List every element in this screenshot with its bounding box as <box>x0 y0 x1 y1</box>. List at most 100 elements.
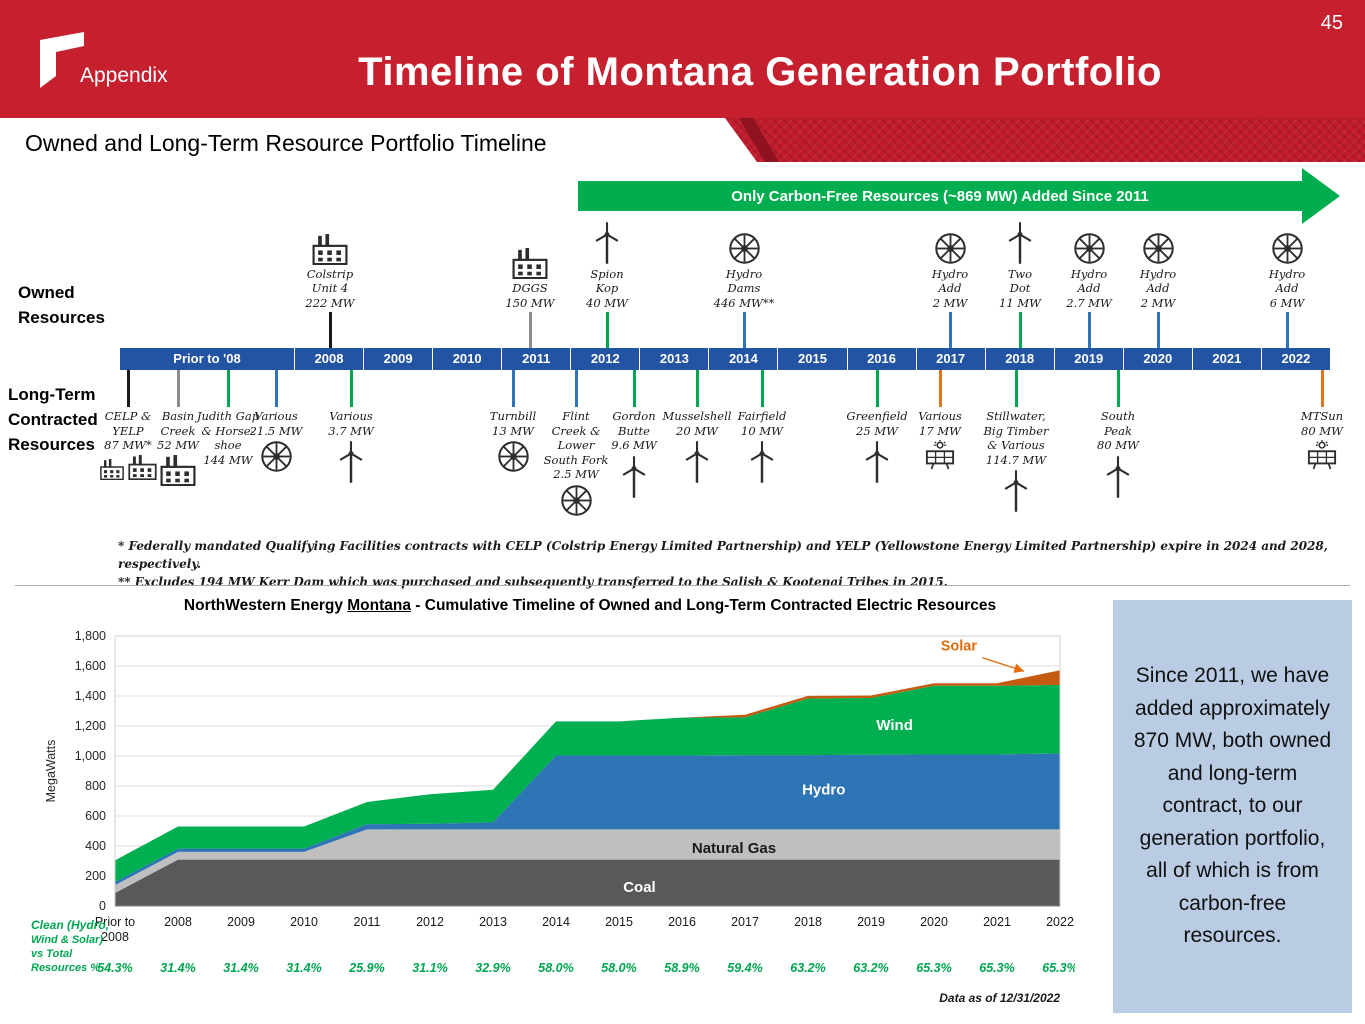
section-subtitle: Owned and Long-Term Resource Portfolio T… <box>25 130 547 156</box>
timeline-segment-2018: 2018 <box>986 348 1055 370</box>
connector-line <box>574 370 578 407</box>
x-tick-label: 2022 <box>1046 915 1074 929</box>
banner-body <box>578 181 1302 211</box>
resource-label: Flint Creek & Lower South Fork 2.5 MW <box>543 409 609 481</box>
timeline-segment-2021: 2021 <box>1193 348 1262 370</box>
resource-stillwater-big-timber-various-114.7-mw: Stillwater, Big Timber & Various 114.7 MW <box>926 370 1106 515</box>
solar-icon <box>1305 440 1339 470</box>
resource-spion-kop-40-mw: Spion Kop 40 MW <box>517 219 697 348</box>
clean-pct-value: 31.4% <box>160 961 195 975</box>
banner-label: Only Carbon-Free Resources (~869 MW) Add… <box>731 188 1149 205</box>
chart-title: NorthWestern Energy Montana - Cumulative… <box>140 597 1040 615</box>
contracted-label-line: Contracted <box>8 410 98 429</box>
resource-label: Colstrip Unit 4 222 MW <box>305 266 355 310</box>
summary-callout: Since 2011, we have added approximately … <box>1113 600 1352 1013</box>
resource-gordon-butte-9.6-mw: Gordon Butte 9.6 MW <box>544 370 724 501</box>
solar-callout-arrow-icon <box>982 657 1025 673</box>
resource-basin-creek-52-mw: Basin Creek 52 MW <box>88 370 268 488</box>
page-number: 45 <box>1320 12 1343 34</box>
connector-line <box>695 370 699 407</box>
clean-pct-label: Wind & Solar) <box>31 934 103 946</box>
timeline-segment-2014: 2014 <box>709 348 779 370</box>
resource-fairfield-10-mw: Fairfield 10 MW <box>672 370 852 486</box>
resource-label: Stillwater, Big Timber & Various 114.7 MW <box>983 409 1049 467</box>
y-tick-label: 600 <box>85 809 106 823</box>
connector-line <box>226 370 230 407</box>
series-label-wind: Wind <box>876 717 913 734</box>
connector-line <box>528 312 532 348</box>
timeline-segment-2013: 2013 <box>640 348 710 370</box>
resource-musselshell-20-mw: Musselshell 20 MW <box>607 370 787 486</box>
summary-text: Since 2011, we have added approximately … <box>1133 664 1332 948</box>
timeline-segment-2011: 2011 <box>502 348 572 370</box>
footnotes: * Federally mandated Qualifying Faciliti… <box>118 537 1365 591</box>
northwestern-energy-logo <box>40 32 84 88</box>
owned-resources-label: Owned Resources <box>18 280 105 330</box>
y-tick-label: 1,600 <box>75 659 106 673</box>
connector-line <box>605 312 609 348</box>
y-tick-label: 1,200 <box>75 719 106 733</box>
resource-label: Gordon Butte 9.6 MW <box>611 409 657 452</box>
resource-hydro-add-2-mw: Hydro Add 2 MW <box>1068 230 1248 348</box>
resource-hydro-add-6-mw: Hydro Add 6 MW <box>1197 230 1365 348</box>
resource-label: Fairfield 10 MW <box>737 409 787 438</box>
clean-pct-label: vs Total <box>31 948 73 960</box>
resource-dggs-150-mw: DGGS 150 MW <box>440 246 620 348</box>
connector-line <box>938 370 942 407</box>
clean-pct-label: Resources % <box>31 962 100 974</box>
resource-label: Hydro Add 2.7 MW <box>1066 266 1112 310</box>
data-as-of: Data as of 12/31/2022 <box>939 991 1060 1005</box>
resource-label: DGGS 150 MW <box>505 281 555 310</box>
connector-line <box>176 370 180 407</box>
contracted-resources-label: Long-Term Contracted Resources <box>8 382 98 457</box>
section-divider <box>15 585 1350 586</box>
resource-label: Hydro Add 6 MW <box>1268 266 1306 310</box>
resource-label: CELP & YELP 87 MW* <box>104 409 152 452</box>
wind-icon <box>590 221 624 265</box>
connector-line <box>742 312 746 348</box>
connector-line <box>1320 370 1324 407</box>
connector-line <box>328 312 332 348</box>
factory-icon <box>511 248 549 279</box>
connector-line <box>1116 370 1120 407</box>
connector-line <box>511 370 515 407</box>
y-tick-label: 400 <box>85 839 106 853</box>
connector-line <box>1285 312 1289 348</box>
resource-various-3.7-mw: Various 3.7 MW <box>261 370 441 486</box>
resource-hydro-dams-446-mw: Hydro Dams 446 MW** <box>654 230 834 348</box>
hydro-icon <box>1271 232 1304 265</box>
hydro-icon <box>934 232 967 265</box>
hydro-icon <box>728 232 761 265</box>
clean-pct-value: 31.1% <box>412 961 447 975</box>
resource-label: Hydro Add 2 MW <box>931 266 969 310</box>
resource-label: Spion Kop 40 MW <box>586 266 628 310</box>
y-tick-label: 1,000 <box>75 749 106 763</box>
resource-label: Greenfield 25 MW <box>846 409 908 438</box>
timeline-segment-2016: 2016 <box>848 348 917 370</box>
connector-line <box>126 370 130 407</box>
chart-title-prefix: NorthWestern Energy <box>183 597 348 614</box>
resource-label: Hydro Add 2 MW <box>1139 266 1177 310</box>
resource-label: MTSun 80 MW <box>1300 409 1344 438</box>
clean-pct-value: 58.0% <box>601 961 636 975</box>
clean-pct-value: 63.2% <box>790 961 825 975</box>
solar-icon <box>923 440 957 470</box>
x-tick-label: 2016 <box>668 915 696 929</box>
series-label-solar: Solar <box>941 638 978 654</box>
hydro-icon <box>260 440 293 473</box>
cumulative-chart: 0 200 400 600 800 1,000 1,200 1,400 1,600 1,800 Co… <box>31 629 1075 1005</box>
connector-line <box>1018 312 1022 348</box>
clean-pct-value: 65.3% <box>979 961 1014 975</box>
resource-label: Basin Creek 52 MW <box>157 409 199 452</box>
timeline-segment-2015: 2015 <box>778 348 848 370</box>
y-tick-label: 0 <box>99 899 106 913</box>
clean-pct-value: 31.4% <box>223 961 258 975</box>
timeline-segment-prior-08: Prior to '08 <box>120 348 295 370</box>
clean-pct-value: 65.3% <box>916 961 951 975</box>
clean-pct-value: 54.3% <box>97 961 132 975</box>
x-tick-label: 2015 <box>605 915 633 929</box>
resource-label: Turnbill 13 MW <box>489 409 537 438</box>
resource-hydro-add-2.7-mw: Hydro Add 2.7 MW <box>999 230 1179 348</box>
resource-label: Various 21.5 MW <box>249 409 303 438</box>
factory-icon <box>99 455 158 480</box>
